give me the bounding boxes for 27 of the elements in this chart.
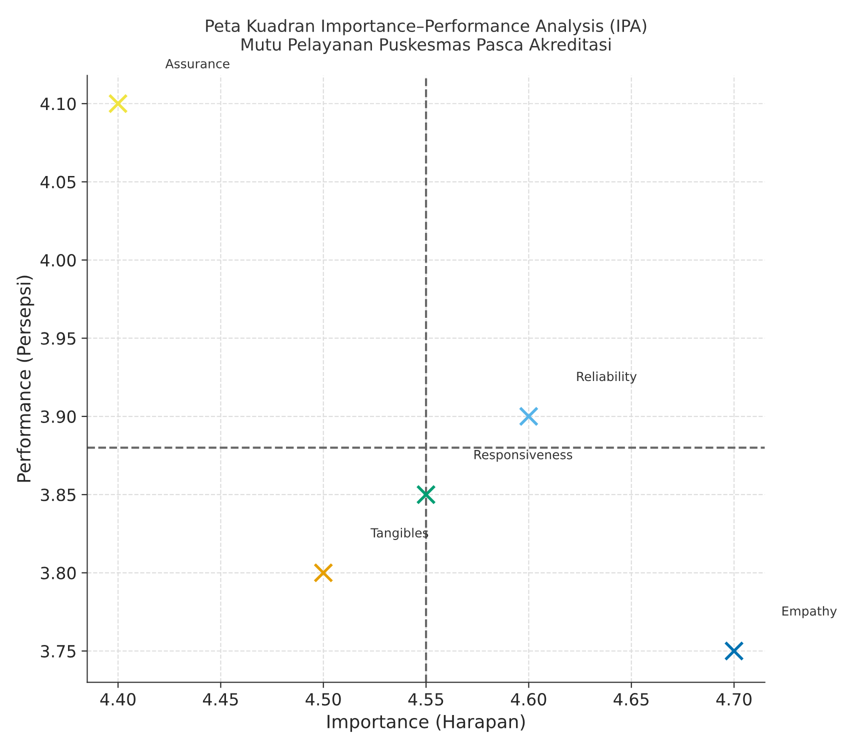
point [416,484,436,505]
point [518,406,539,426]
text: Reliability [577,371,637,384]
chart-title: Peta Kuadran Importance–Performance Analysis (IPA) Mutu Pelayanan Puskesmas Pasca Akreditasi [206,19,646,54]
y-tick-label: 3.95 [40,332,76,345]
y-tick-label: 4.05 [40,176,76,188]
point [724,641,744,661]
y-tick-label: 3.75 [40,644,76,658]
text: Assurance [165,59,230,68]
y-tick-label: 3.85 [40,488,76,502]
x-tick-label: 4.50 [306,692,341,706]
y-tick-label: 4.00 [40,254,76,267]
x-tick-label: 4.65 [614,692,648,706]
text: Responsiveness [474,450,572,462]
y-tick-label: 3.90 [40,410,76,423]
x-axis-title: Importance (Harapan) [328,714,525,732]
x-tick-label: 4.40 [100,692,136,706]
y-axis-title: Performance (Persepsi) [16,276,34,482]
x-tick-label: 4.45 [202,693,238,706]
text: Empathy [782,606,837,618]
x-tick-label: 4.60 [510,692,546,706]
x-tick-label: 4.70 [716,692,752,706]
x-tick-label: 4.55 [408,693,444,706]
point [108,94,128,114]
y-tick-label: 3.80 [40,566,76,580]
y-tick-label: 4.10 [40,98,76,110]
point [313,562,334,583]
